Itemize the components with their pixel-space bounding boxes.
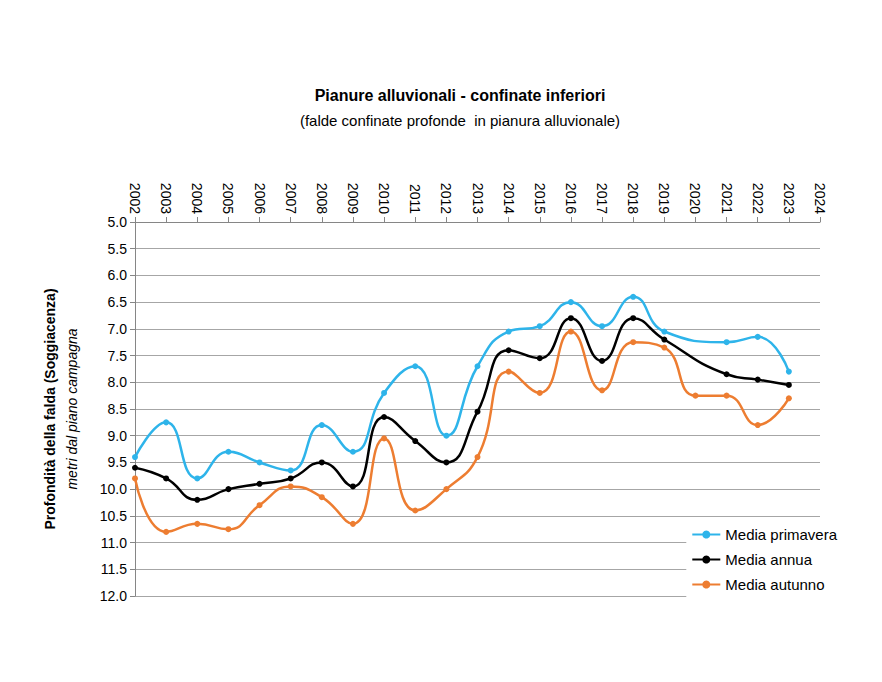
svg-text:8.5: 8.5	[108, 401, 128, 417]
svg-text:2010: 2010	[376, 183, 392, 214]
svg-text:12.0: 12.0	[100, 588, 127, 604]
svg-text:2020: 2020	[687, 183, 703, 214]
svg-text:2007: 2007	[283, 183, 299, 214]
svg-text:10.0: 10.0	[100, 481, 127, 497]
svg-text:2013: 2013	[470, 183, 486, 214]
svg-text:5.0: 5.0	[108, 214, 128, 230]
svg-text:8.0: 8.0	[108, 374, 128, 390]
svg-text:Media primavera: Media primavera	[725, 526, 837, 543]
svg-text:7.0: 7.0	[108, 321, 128, 337]
svg-text:Profondità della falda (Soggia: Profondità della falda (Soggiacenza)	[42, 288, 58, 529]
svg-text:2015: 2015	[532, 183, 548, 214]
svg-text:2016: 2016	[563, 183, 579, 214]
svg-text:10.5: 10.5	[100, 508, 127, 524]
svg-text:6.5: 6.5	[108, 294, 128, 310]
svg-text:2003: 2003	[158, 183, 174, 214]
svg-text:2017: 2017	[594, 183, 610, 214]
svg-text:9.5: 9.5	[108, 454, 128, 470]
svg-text:2023: 2023	[781, 183, 797, 214]
svg-text:2012: 2012	[438, 183, 454, 214]
svg-text:7.5: 7.5	[108, 348, 128, 364]
svg-text:2006: 2006	[252, 183, 268, 214]
svg-text:2004: 2004	[189, 183, 205, 214]
svg-text:2022: 2022	[750, 183, 766, 214]
svg-text:Media annua: Media annua	[725, 551, 812, 568]
svg-text:2021: 2021	[719, 183, 735, 214]
svg-text:Pianure alluvionali - confinat: Pianure alluvionali - confinate inferior…	[315, 87, 606, 104]
svg-text:2008: 2008	[314, 183, 330, 214]
svg-text:2002: 2002	[127, 183, 143, 214]
svg-text:2014: 2014	[501, 183, 517, 214]
svg-text:2018: 2018	[625, 183, 641, 214]
svg-text:2011: 2011	[407, 184, 423, 214]
svg-text:(falde confinate profonde in: (falde confinate profonde in pianura all…	[300, 112, 620, 129]
svg-text:2005: 2005	[220, 183, 236, 214]
svg-text:5.5: 5.5	[108, 241, 128, 257]
svg-text:2019: 2019	[656, 183, 672, 214]
svg-text:Media autunno: Media autunno	[725, 576, 824, 593]
svg-text:6.0: 6.0	[108, 267, 128, 283]
svg-text:2009: 2009	[345, 183, 361, 214]
svg-text:2024: 2024	[812, 183, 828, 214]
svg-text:9.0: 9.0	[108, 428, 128, 444]
svg-text:11.5: 11.5	[101, 561, 127, 577]
svg-text:metri dal piano campagna: metri dal piano campagna	[64, 328, 80, 489]
svg-text:11.0: 11.0	[101, 535, 127, 551]
